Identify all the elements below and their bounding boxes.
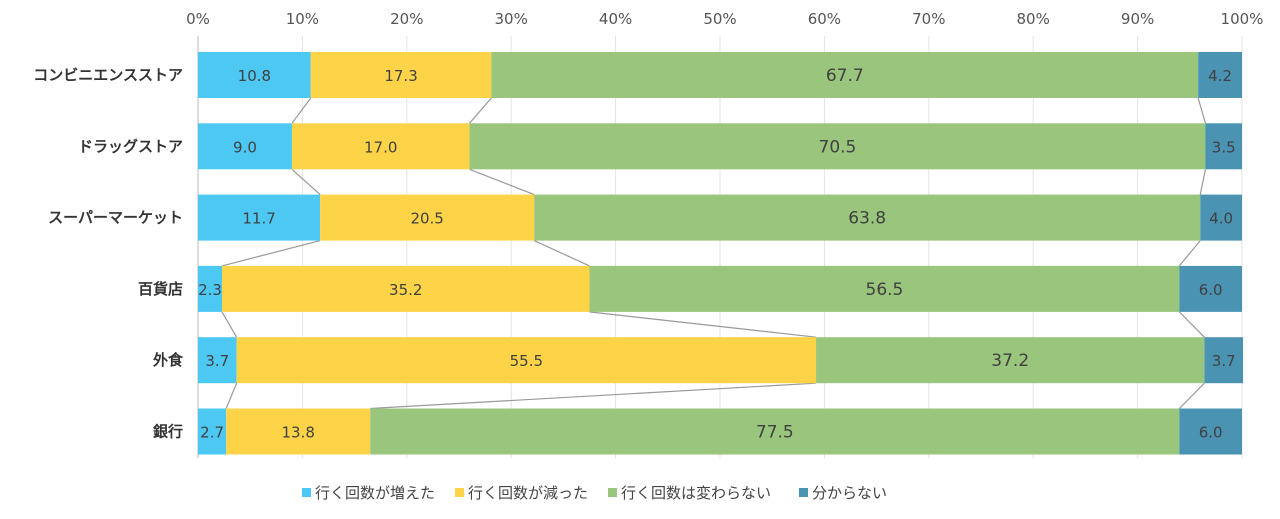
bar-segment [310, 52, 492, 98]
data-label: 2.3 [198, 281, 222, 299]
category-label: 銀行 [153, 423, 183, 441]
bar-segment [589, 265, 1180, 312]
series-line [533, 240, 590, 267]
series-line [468, 97, 492, 124]
data-label: 77.5 [756, 423, 794, 443]
series-line [221, 240, 321, 267]
bar-segment [198, 265, 223, 312]
data-label: 13.8 [282, 424, 315, 442]
x-tick-label: 100% [1221, 10, 1264, 28]
x-tick-label: 20% [390, 10, 423, 28]
x-tick-label: 30% [495, 10, 528, 28]
bar-segment [198, 52, 311, 98]
data-label: 10.8 [238, 67, 271, 85]
data-label: 6.0 [1199, 424, 1223, 442]
category-label: ドラッグストア [78, 137, 183, 155]
legend-label: 行く回数が増えた [315, 484, 435, 502]
legend-swatch [608, 488, 617, 497]
x-tick-label: 0% [186, 10, 210, 28]
x-tick-label: 40% [599, 10, 632, 28]
legend-label: 行く回数は変わらない [621, 484, 771, 502]
bar-segment [226, 408, 371, 455]
data-label: 20.5 [410, 210, 443, 228]
bar-segment [236, 337, 817, 384]
series-line [1199, 169, 1207, 195]
bar-segment [1198, 52, 1242, 98]
x-tick-label: 10% [286, 10, 319, 28]
data-label: 6.0 [1199, 281, 1223, 299]
bar-segment [1204, 337, 1244, 384]
bar-segment [1200, 194, 1242, 241]
bar-segment [816, 337, 1205, 384]
bar-segment [1179, 265, 1242, 312]
category-label: 百貨店 [138, 280, 183, 298]
series-line [1197, 97, 1207, 124]
series-line [291, 168, 321, 196]
bar-segment [370, 408, 1180, 455]
data-label: 17.0 [364, 138, 397, 156]
x-tick-label: 60% [808, 10, 841, 28]
x-tick-label: 80% [1017, 10, 1050, 28]
legend-swatch [302, 488, 311, 497]
data-label: 11.7 [242, 210, 275, 228]
data-label: 4.2 [1208, 67, 1232, 85]
data-label: 3.7 [205, 352, 229, 370]
bar-segment [198, 194, 321, 241]
bar-segment [291, 123, 470, 170]
bar-segment [469, 123, 1206, 170]
category-label: コンビニエンスストア [33, 66, 183, 84]
bar-segment [198, 408, 227, 455]
data-label: 37.2 [991, 351, 1029, 371]
bar-segment [222, 265, 590, 312]
data-label: 35.2 [389, 281, 422, 299]
series-line [589, 311, 817, 338]
category-label: 外食 [152, 351, 184, 369]
data-label: 55.5 [510, 352, 543, 370]
legend-swatch [455, 488, 464, 497]
series-line [469, 168, 535, 196]
bar-segment [198, 337, 237, 384]
data-label: 70.5 [819, 137, 857, 157]
data-label: 2.7 [200, 424, 224, 442]
series-line [1178, 311, 1205, 338]
bar-segment [1179, 408, 1242, 455]
x-tick-label: 70% [912, 10, 945, 28]
data-label: 17.3 [384, 67, 417, 85]
series-line [225, 382, 238, 409]
data-label: 63.8 [848, 209, 886, 229]
legend-label: 分からない [812, 484, 887, 502]
x-tick-label: 50% [703, 10, 736, 28]
series-line [221, 311, 238, 338]
legend-label: 行く回数が減った [468, 484, 588, 502]
data-label: 4.0 [1209, 210, 1233, 228]
series-line [291, 97, 312, 124]
legend-swatch [799, 488, 808, 497]
series-line [1178, 382, 1205, 409]
category-label: スーパーマーケット [48, 209, 183, 227]
bar-segment [320, 194, 535, 241]
bar-segment [491, 52, 1199, 98]
bar-segment [1205, 123, 1242, 170]
data-label: 56.5 [866, 280, 904, 300]
data-label: 9.0 [233, 138, 257, 156]
data-label: 3.5 [1212, 138, 1236, 156]
data-label: 67.7 [826, 66, 864, 86]
bar-segment [198, 123, 292, 170]
data-label: 3.7 [1212, 352, 1236, 370]
series-line [370, 382, 817, 410]
bar-segment [534, 194, 1201, 241]
x-tick-label: 90% [1121, 10, 1154, 28]
series-line [1178, 240, 1201, 267]
